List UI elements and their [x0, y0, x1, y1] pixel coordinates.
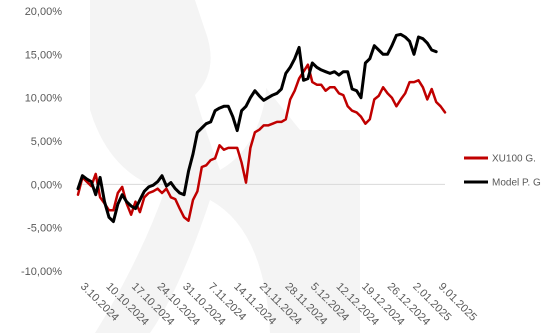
y-tick-label: 10,00%: [25, 93, 63, 105]
legend: XU100 G. Model P. G: [464, 154, 541, 189]
series-line-model: [76, 32, 438, 224]
legend-label: Model P. G: [492, 178, 541, 189]
y-tick-label: 0,00%: [31, 179, 62, 191]
y-tick-label: 15,00%: [25, 49, 63, 61]
y-tick-label: 5,00%: [31, 136, 62, 148]
plot-area: [76, 32, 447, 224]
y-tick-label: 20,00%: [25, 6, 63, 18]
series-line-xu100: [76, 63, 447, 222]
watermark-logo: [90, 0, 360, 333]
y-tick-label: -10,00%: [21, 266, 62, 278]
legend-label: XU100 G.: [492, 154, 536, 165]
y-axis: 20,00% 15,00% 10,00% 5,00% 0,00% -5,00% -10,00…: [21, 6, 62, 278]
y-tick-label: -5,00%: [27, 223, 62, 235]
